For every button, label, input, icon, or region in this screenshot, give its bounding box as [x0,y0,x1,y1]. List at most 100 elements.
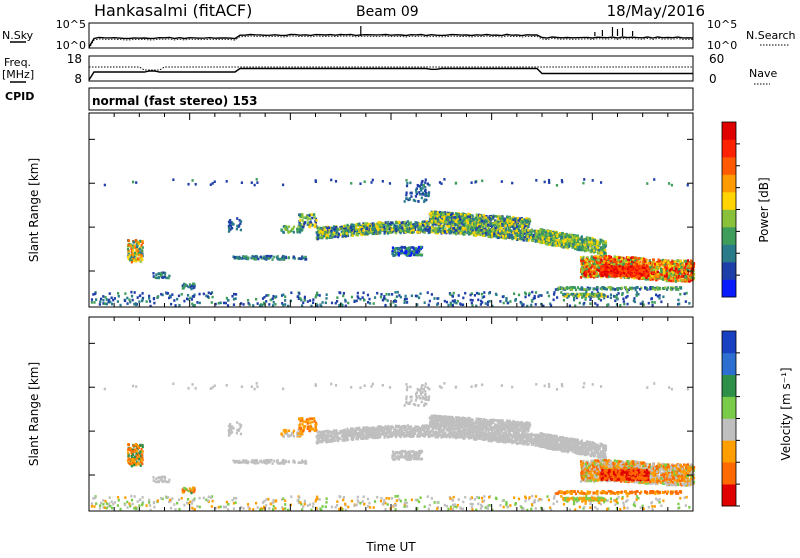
power-cell [561,243,563,246]
power-cell [654,301,656,304]
power-cell [437,219,439,222]
power-cell [440,219,442,222]
power-cell [394,304,396,307]
power-cell [208,292,210,295]
cpid-label: CPID [5,90,34,103]
power-cell [512,236,514,239]
nsky-tick-bottom: 10^0 [56,39,86,52]
power-cell [449,219,451,222]
power-cell [192,283,194,286]
power-cell [530,304,532,307]
power-cell [598,298,600,301]
power-cell [284,299,286,302]
power-cell [229,219,231,222]
power-cell [232,223,234,226]
power-cell [515,237,517,240]
power-cell [518,219,520,222]
power-cell [602,241,604,244]
power-cell [170,303,172,306]
power-cell [569,242,571,245]
power-cell [502,223,504,226]
power-cell [488,292,490,295]
power-cell [495,293,497,296]
power-cell [415,189,417,192]
power-cell [351,223,353,226]
power-cell [309,217,311,220]
power-cell [92,293,94,296]
power-cell [247,299,249,302]
power-cell [554,244,556,247]
power-cell [111,296,113,299]
power-cell [515,298,517,301]
power-cell [106,298,108,301]
power-cell [581,238,583,241]
power-cell [685,263,687,266]
power-cell [405,194,407,197]
power-cell [633,297,635,300]
nsky-panel: N.Sky 10^5 10^0 10^5 10^0 N.Search [2,18,796,52]
power-cell [128,244,130,247]
power-cell [444,230,446,233]
power-cell [319,230,321,233]
power-cell [316,292,318,295]
power-cell [559,234,561,237]
power-cell [387,299,389,302]
power-cell [404,200,406,203]
power-cell [506,216,508,219]
power-cell [140,244,142,247]
power-cell [109,301,111,304]
power-cell [493,232,495,235]
power-cell [683,293,685,296]
power-cell [521,226,523,229]
power-cell [651,304,653,307]
power-cell [554,232,556,235]
power-cell [376,292,378,295]
power-cell [562,239,564,242]
power-cell [452,221,454,224]
power-cell [293,226,295,229]
power-cell [464,230,466,233]
power-cell [446,231,448,234]
power-cell [541,237,543,240]
power-cell [288,225,290,228]
power-cell [126,297,128,300]
power-cell [189,283,191,286]
power-cell [622,298,624,301]
power-cell [328,226,330,229]
power-cell [168,277,170,280]
power-cell [319,303,321,306]
power-cell [421,193,423,196]
power-cell [459,218,461,221]
power-cell [395,248,397,251]
power-cell [483,295,485,298]
power-cell [406,191,408,194]
power-cell [247,302,249,305]
power-cell [453,216,455,219]
power-cell [283,258,285,261]
power-cell [367,301,369,304]
power-cell [393,300,395,303]
power-cell [332,234,334,237]
power-cell [455,220,457,223]
power-cell [492,229,494,232]
power-cell [660,277,662,280]
power-cell [392,254,394,257]
power-cell [326,237,328,240]
power-cell [119,304,121,307]
power-cell [393,226,395,229]
power-cell [273,301,275,304]
power-cell [435,231,437,234]
power-cell [550,235,552,238]
power-cell [626,291,628,294]
power-cell [417,200,419,203]
power-cell [99,300,101,303]
power-cell [520,302,522,305]
power-cell [434,212,436,215]
power-cell [314,216,316,219]
power-cell [344,225,346,228]
power-cell [400,250,402,253]
power-cell [335,302,337,305]
power-cell [236,228,238,231]
power-cell [573,239,575,242]
power-cell [593,239,595,242]
